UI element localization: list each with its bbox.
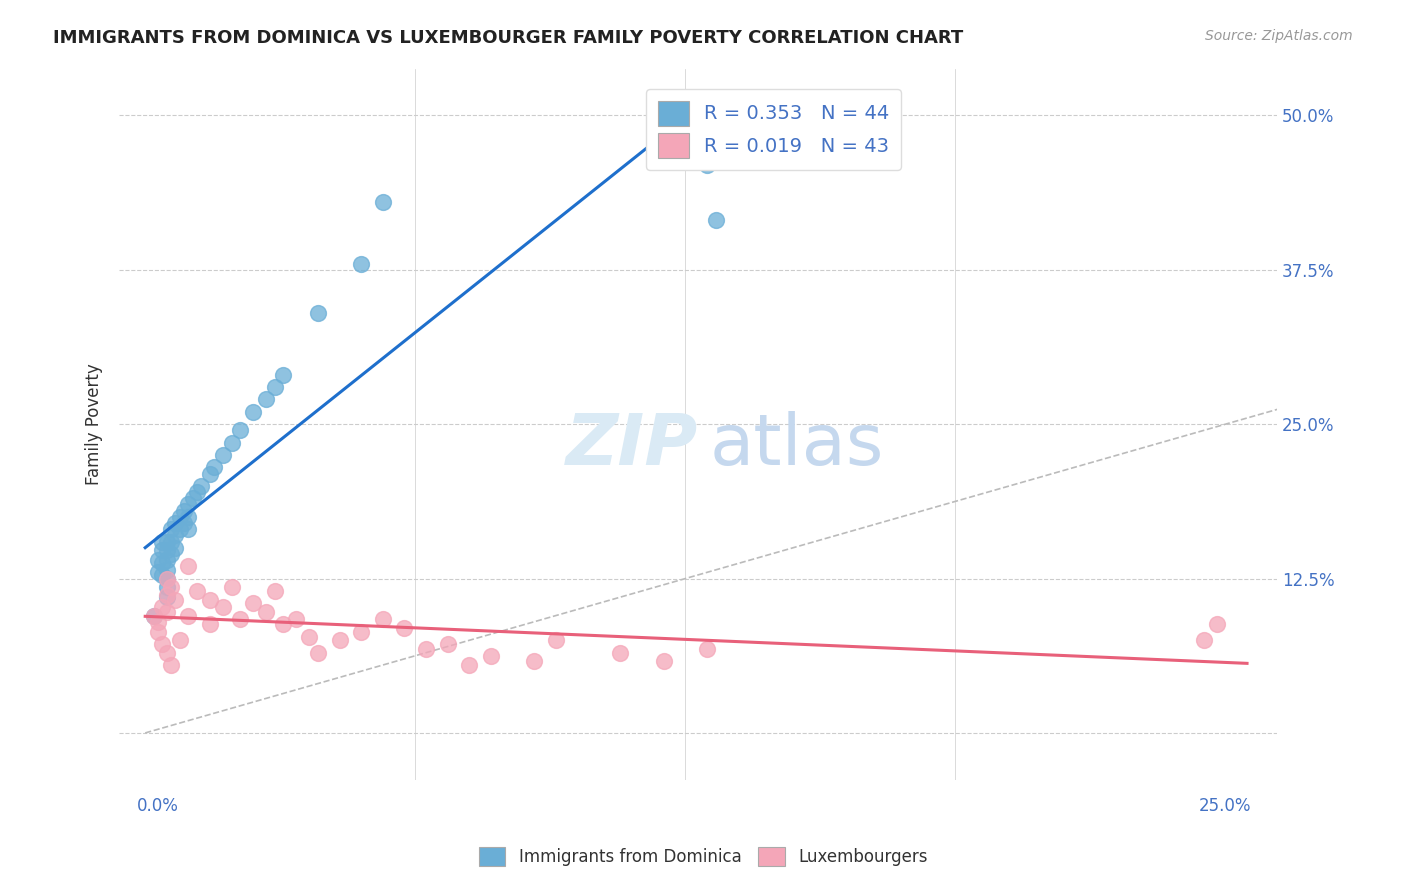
Point <box>298 630 321 644</box>
Point <box>696 158 718 172</box>
Point <box>165 592 187 607</box>
Point <box>371 194 394 209</box>
Point <box>146 566 169 580</box>
Point <box>152 534 174 549</box>
Point <box>285 612 308 626</box>
Point <box>169 633 191 648</box>
Text: ZIP: ZIP <box>567 411 699 480</box>
Point <box>307 646 329 660</box>
Point <box>1205 617 1227 632</box>
Point <box>156 553 179 567</box>
Point <box>696 642 718 657</box>
Point <box>156 580 179 594</box>
Point <box>160 580 183 594</box>
Point <box>156 572 179 586</box>
Point <box>652 654 675 668</box>
Point <box>242 596 264 610</box>
Text: Source: ZipAtlas.com: Source: ZipAtlas.com <box>1205 29 1353 44</box>
Point <box>254 605 277 619</box>
Point <box>371 612 394 626</box>
Point <box>263 380 285 394</box>
Text: 25.0%: 25.0% <box>1199 797 1251 815</box>
Point <box>198 617 221 632</box>
Point <box>156 572 179 586</box>
Point <box>273 617 295 632</box>
Point <box>146 615 169 629</box>
Point <box>156 588 179 602</box>
Point <box>479 649 502 664</box>
Point <box>177 559 200 574</box>
Point <box>152 556 174 570</box>
Point <box>415 642 437 657</box>
Point <box>169 509 191 524</box>
Point <box>273 368 295 382</box>
Point <box>609 646 631 660</box>
Point <box>152 567 174 582</box>
Point <box>1192 633 1215 648</box>
Point <box>202 460 225 475</box>
Point <box>198 467 221 481</box>
Point <box>329 633 352 648</box>
Point <box>177 522 200 536</box>
Point <box>307 306 329 320</box>
Point <box>186 485 208 500</box>
Point <box>156 534 179 549</box>
Point <box>177 509 200 524</box>
Point <box>704 213 727 227</box>
Point <box>350 624 373 639</box>
Point <box>394 621 416 635</box>
Legend: R = 0.353   N = 44, R = 0.019   N = 43: R = 0.353 N = 44, R = 0.019 N = 43 <box>645 89 901 170</box>
Point <box>142 608 165 623</box>
Point <box>177 608 200 623</box>
Point <box>242 405 264 419</box>
Point <box>156 563 179 577</box>
Point <box>146 553 169 567</box>
Point <box>198 592 221 607</box>
Point <box>169 522 191 536</box>
Point <box>458 658 481 673</box>
Point <box>160 658 183 673</box>
Y-axis label: Family Poverty: Family Poverty <box>86 363 103 485</box>
Point <box>160 534 183 549</box>
Point <box>177 498 200 512</box>
Point <box>229 612 252 626</box>
Point <box>221 580 243 594</box>
Point <box>165 516 187 530</box>
Point <box>142 608 165 623</box>
Point <box>156 646 179 660</box>
Point <box>181 491 204 506</box>
Point <box>254 392 277 407</box>
Point <box>160 522 183 536</box>
Point <box>212 448 235 462</box>
Point <box>165 528 187 542</box>
Point <box>173 503 195 517</box>
Point <box>190 479 212 493</box>
Point <box>160 547 183 561</box>
Point <box>173 516 195 530</box>
Point <box>165 541 187 555</box>
Point <box>146 624 169 639</box>
Point <box>544 633 567 648</box>
Point <box>156 543 179 558</box>
Point <box>152 637 174 651</box>
Text: IMMIGRANTS FROM DOMINICA VS LUXEMBOURGER FAMILY POVERTY CORRELATION CHART: IMMIGRANTS FROM DOMINICA VS LUXEMBOURGER… <box>53 29 963 47</box>
Legend: Immigrants from Dominica, Luxembourgers: Immigrants from Dominica, Luxembourgers <box>472 840 934 873</box>
Point <box>152 599 174 614</box>
Point <box>212 599 235 614</box>
Point <box>156 590 179 604</box>
Point <box>263 583 285 598</box>
Point <box>436 637 458 651</box>
Point <box>186 583 208 598</box>
Point <box>221 435 243 450</box>
Point <box>350 257 373 271</box>
Point <box>156 605 179 619</box>
Point <box>523 654 546 668</box>
Point <box>229 423 252 437</box>
Text: atlas: atlas <box>710 411 884 480</box>
Point <box>152 543 174 558</box>
Text: 0.0%: 0.0% <box>136 797 179 815</box>
